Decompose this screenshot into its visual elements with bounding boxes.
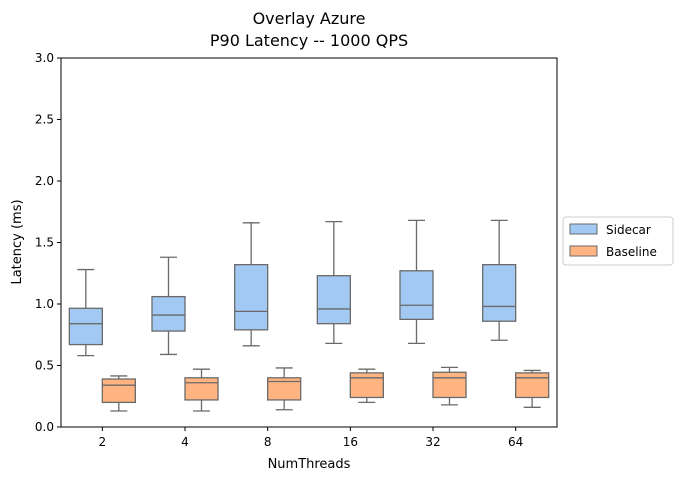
y-tick-label: 0.0 <box>35 420 54 434</box>
baseline-box-4 <box>184 368 219 412</box>
x-tick-label: 2 <box>99 435 107 449</box>
sidecar-box-8 <box>234 222 269 347</box>
iqr-box <box>184 377 219 401</box>
y-axis-label: Latency (ms) <box>10 199 25 284</box>
y-tick-label: 0.5 <box>35 359 54 373</box>
iqr-box <box>101 378 136 404</box>
iqr-box <box>151 295 186 332</box>
iqr-box <box>515 372 550 399</box>
iqr-box <box>316 275 351 325</box>
x-tick-label: 4 <box>181 435 189 449</box>
legend-swatch-sidecar <box>569 223 598 235</box>
x-tick-label: 32 <box>425 435 440 449</box>
sidecar-box-64 <box>482 219 517 341</box>
chart-title: Overlay Azure <box>253 9 366 28</box>
iqr-box <box>234 263 269 331</box>
baseline-box-16 <box>349 368 384 404</box>
x-axis-label: NumThreads <box>268 457 351 472</box>
y-tick-label: 3.0 <box>35 51 54 65</box>
baseline-box-32 <box>432 366 467 406</box>
iqr-box <box>349 372 384 399</box>
y-tick-label: 2.0 <box>35 174 54 188</box>
iqr-box <box>399 270 434 321</box>
legend: Sidecar Baseline <box>562 216 674 266</box>
legend-label-baseline: Baseline <box>606 245 657 259</box>
chart-subtitle: P90 Latency -- 1000 QPS <box>210 31 408 50</box>
baseline-box-8 <box>267 367 302 411</box>
iqr-box <box>267 377 302 401</box>
legend-label-sidecar: Sidecar <box>606 223 651 237</box>
x-tick-label: 8 <box>264 435 272 449</box>
baseline-box-64 <box>515 369 550 408</box>
legend-swatch-baseline <box>569 245 598 257</box>
y-tick-label: 1.0 <box>35 297 54 311</box>
iqr-box <box>432 371 467 399</box>
iqr-box <box>68 307 103 346</box>
sidecar-box-32 <box>399 219 434 345</box>
x-tick-label: 64 <box>508 435 523 449</box>
y-tick-label: 2.5 <box>35 113 54 127</box>
sidecar-box-16 <box>316 220 351 345</box>
sidecar-box-4 <box>151 256 186 356</box>
baseline-box-2 <box>101 375 136 412</box>
y-tick-label: 1.5 <box>35 236 54 250</box>
sidecar-box-2 <box>68 268 103 357</box>
plot-frame <box>60 57 558 428</box>
iqr-box <box>482 263 517 322</box>
x-tick-label: 16 <box>343 435 358 449</box>
